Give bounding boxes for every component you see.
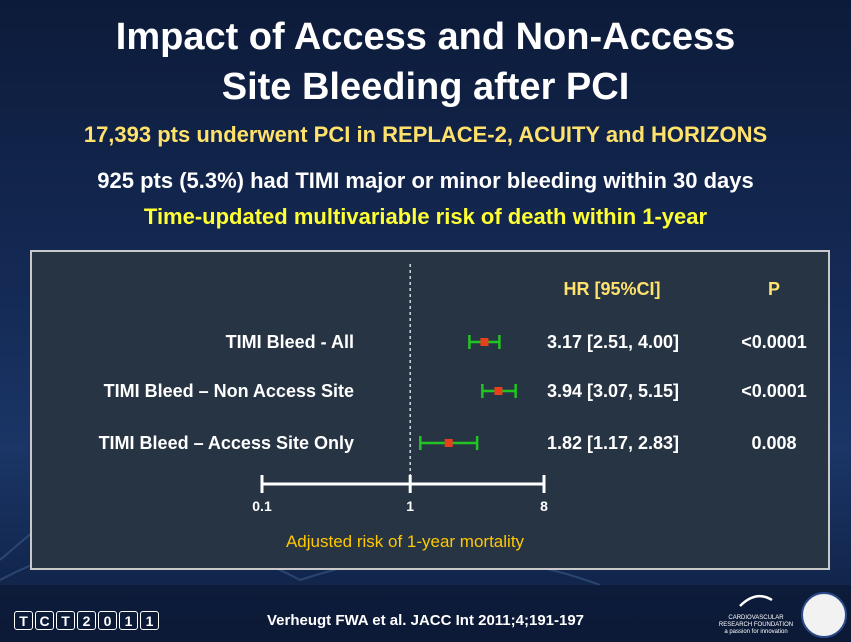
x-axis-label: Adjusted risk of 1-year mortality	[286, 532, 525, 551]
row-label: TIMI Bleed – Non Access Site	[104, 381, 354, 401]
hr-value: 3.94 [3.07, 5.15]	[547, 381, 679, 401]
p-value: 0.008	[751, 433, 796, 453]
p-value: <0.0001	[741, 381, 807, 401]
crf-swoosh-icon	[739, 594, 773, 607]
citation: Verheugt FWA et al. JACC Int 2011;4;191-…	[266, 612, 585, 629]
hr-marker	[444, 439, 453, 447]
tct-logo-char: T	[56, 611, 75, 630]
title-line-2: Site Bleeding after PCI	[221, 66, 630, 108]
subtitle-risk: Time-updated multivariable risk of death…	[143, 204, 708, 229]
p-column-header: P	[768, 279, 780, 299]
forest-plot: HR [95%CI] P TIMI Bleed - All 3.17 [2.51, 4…	[99, 264, 807, 551]
hr-value: 1.82 [1.17, 2.83]	[547, 433, 679, 453]
subtitle-bleeding: 925 pts (5.3%) had TIMI major or minor b…	[97, 168, 754, 193]
tct-logo-char: 1	[140, 611, 159, 630]
x-tick-label: 8	[540, 498, 548, 514]
society-seal-icon	[801, 592, 847, 638]
hr-marker	[480, 338, 489, 346]
crf-logo: CARDIOVASCULAR RESEARCH FOUNDATION a pas…	[716, 592, 796, 638]
hr-column-header: HR [95%CI]	[563, 279, 660, 299]
crf-logo-text: CARDIOVASCULAR RESEARCH FOUNDATION	[718, 615, 794, 628]
slide-title: Impact of Access and Non-Access Site Ble…	[0, 12, 851, 112]
crf-tagline: a passion for innovation	[724, 629, 788, 635]
tct-logo-char: T	[14, 611, 33, 630]
x-tick-label: 1	[406, 498, 414, 514]
row-label: TIMI Bleed – Access Site Only	[99, 433, 354, 453]
subtitle-patients: 17,393 pts underwent PCI in REPLACE-2, A…	[83, 122, 768, 147]
row-label: TIMI Bleed - All	[226, 332, 354, 352]
tct-logo-char: 1	[119, 611, 138, 630]
x-tick-label: 0.1	[252, 498, 272, 514]
hr-marker	[494, 387, 503, 395]
p-value: <0.0001	[741, 332, 807, 352]
tct-logo-char: C	[35, 611, 54, 630]
forest-plot-panel: HR [95%CI] P TIMI Bleed - All 3.17 [2.51, 4…	[30, 250, 830, 570]
hr-value: 3.17 [2.51, 4.00]	[547, 332, 679, 352]
tct-logo-char: 0	[98, 611, 117, 630]
tct-logo-char: 2	[77, 611, 96, 630]
title-line-1: Impact of Access and Non-Access	[115, 16, 736, 58]
